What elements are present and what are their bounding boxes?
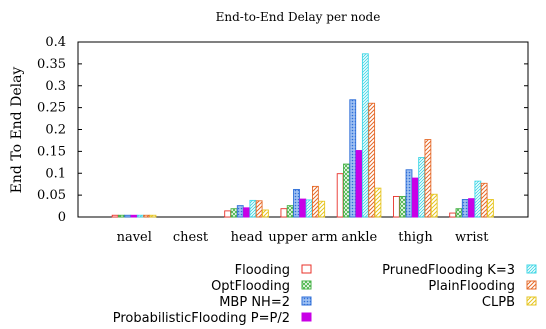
bar [405,169,413,218]
y-axis-label: End To End Delay [9,67,25,194]
legend-swatch [301,312,312,322]
y-tick-label: 0.1 [45,166,66,181]
bar [262,209,269,218]
legend-label: OptFlooding [211,279,290,294]
y-tick-label: 0.15 [37,144,66,159]
x-category-label: thigh [398,230,433,245]
bar [355,150,363,218]
bar [480,182,488,218]
legend-label: PlainFlooding [428,279,515,294]
bar [293,188,300,218]
bar [336,173,344,218]
bar [111,214,119,218]
legend-label: ProbabilisticFlooding P=P/2 [113,311,290,326]
bar [487,199,494,218]
legend-label: Flooding [235,263,290,278]
x-category-label: upper arm [268,230,337,245]
bar [343,163,350,218]
bar [461,199,469,218]
bar [399,195,407,218]
bar [243,207,250,218]
y-tick-label: 0 [58,210,66,225]
bar [318,200,326,218]
axes [77,41,529,218]
legend-label: CLPB [482,295,515,310]
bar [149,214,157,218]
bar [118,214,125,218]
legend-swatch [526,296,537,306]
bar [143,214,151,218]
legend-swatch [526,280,537,290]
bar [230,208,238,218]
bar [449,212,457,218]
legend-swatch [526,264,537,274]
chart-title: End-to-End Delay per node [216,10,381,24]
y-tick-label: 0.2 [45,123,66,138]
x-category-label: ankle [341,230,377,245]
x-category-label: navel [117,230,152,245]
bar [280,208,288,218]
y-tick-label: 0.35 [37,57,66,72]
legend-swatch [301,264,312,274]
y-ticks: 0 0.05 0.1 0.15 0.2 0.25 0.3 0.35 0.4 [37,35,528,225]
bar [305,199,313,218]
bar [468,198,475,218]
bar [224,210,232,218]
x-category-label: wrist [455,230,489,245]
x-category-labels: navel chest head upper arm ankle thigh wrist [117,230,490,245]
bar [255,200,263,218]
bars [111,53,494,218]
bar [411,177,419,218]
y-tick-label: 0.3 [45,79,66,94]
bar [349,99,357,218]
bar [393,195,400,218]
bar [418,157,425,218]
plot-frame [77,41,529,218]
bar [474,180,482,218]
bar [130,214,138,218]
bar [312,185,319,218]
y-tick-label: 0.05 [37,188,66,203]
legend-swatch [301,296,312,306]
bar [361,53,369,218]
bar [430,193,438,218]
bar [236,205,244,218]
legend-swatch [301,280,312,290]
legend-label: PrunedFlooding K=3 [382,263,515,278]
legend-label: MBP NH=2 [219,295,290,310]
x-category-label: head [231,230,263,245]
bar [124,214,132,218]
bar [368,102,376,218]
y-tick-label: 0.4 [45,35,66,50]
bar [374,187,382,218]
bar [249,199,257,218]
x-category-label: chest [173,230,209,245]
bar [424,139,432,218]
bar [136,214,144,218]
bar [299,198,307,218]
bar [286,205,294,218]
y-tick-label: 0.25 [37,101,66,116]
bar [455,208,463,218]
